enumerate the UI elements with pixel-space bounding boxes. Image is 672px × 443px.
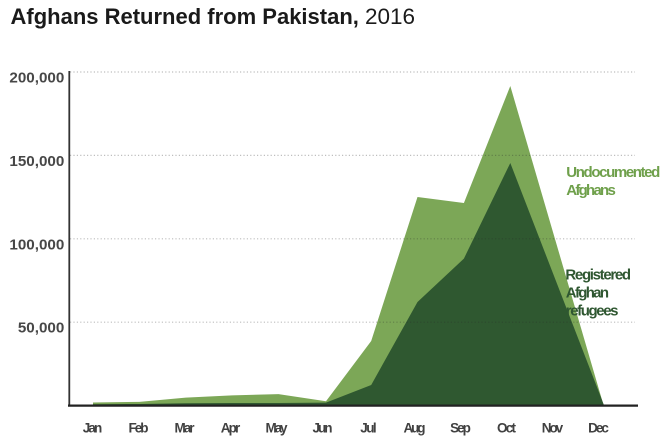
svg-text:Sep: Sep xyxy=(450,420,471,435)
svg-text:Afghan: Afghan xyxy=(566,285,609,302)
svg-text:Mar: Mar xyxy=(174,420,195,435)
svg-text:Jan: Jan xyxy=(83,420,103,435)
svg-text:Aug: Aug xyxy=(404,420,426,435)
svg-text:refugees: refugees xyxy=(566,303,619,320)
svg-text:Undocumented: Undocumented xyxy=(566,164,660,181)
svg-text:Jun: Jun xyxy=(312,420,332,435)
svg-text:Nov: Nov xyxy=(542,420,564,435)
svg-text:Dec: Dec xyxy=(588,420,609,435)
svg-text:Apr: Apr xyxy=(221,420,241,435)
svg-text:100,000: 100,000 xyxy=(9,236,64,253)
svg-text:Feb: Feb xyxy=(128,420,148,435)
svg-text:Oct: Oct xyxy=(497,420,516,435)
svg-text:150,000: 150,000 xyxy=(9,153,64,170)
svg-text:50,000: 50,000 xyxy=(18,320,64,337)
svg-text:Afghans: Afghans xyxy=(566,182,616,199)
svg-text:Jul: Jul xyxy=(360,420,376,435)
svg-text:May: May xyxy=(266,420,288,435)
svg-text:200,000: 200,000 xyxy=(9,70,64,87)
svg-text:Registered: Registered xyxy=(565,266,631,283)
